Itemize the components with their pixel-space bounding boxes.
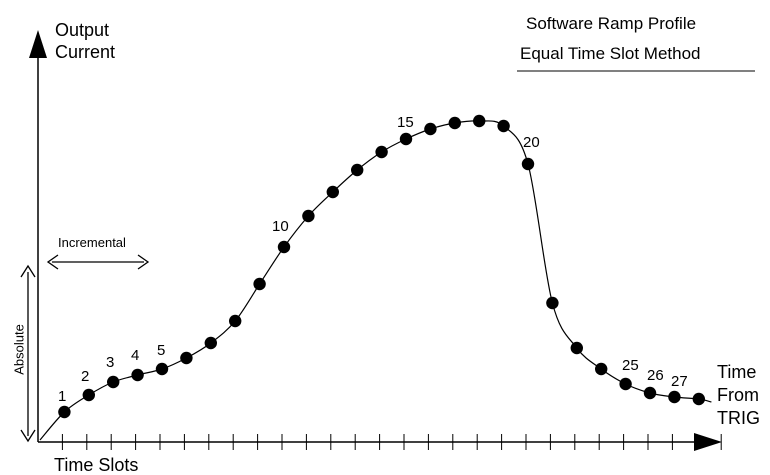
ramp-point-7 — [204, 336, 217, 350]
point-label-3: 3 — [106, 354, 115, 371]
ramp-point-1 — [58, 405, 71, 419]
point-label-27: 27 — [671, 373, 688, 390]
ramp-point-27 — [692, 392, 705, 406]
point-label-10: 10 — [272, 218, 289, 235]
point-label-1: 1 — [58, 388, 67, 405]
absolute-arrow — [20, 264, 36, 443]
ramp-point-17 — [448, 116, 461, 130]
ramp-point-15 — [399, 132, 413, 146]
ramp-point-26 — [668, 390, 681, 404]
ramp-point-8 — [229, 314, 242, 328]
ramp-point-20 — [521, 157, 535, 171]
ramp-point-10 — [277, 240, 291, 254]
ramp-point-14 — [375, 145, 388, 159]
x-axis-label: Time Slots — [54, 455, 139, 475]
ramp-point-12 — [326, 185, 339, 199]
x-end-label-line3: TRIG — [717, 408, 760, 428]
ramp-points — [58, 114, 705, 419]
ramp-point-16 — [424, 122, 437, 136]
point-label-4: 4 — [131, 347, 140, 364]
y-axis-label-line1: Output — [55, 20, 110, 40]
ramp-point-23 — [595, 362, 608, 376]
diagram-title-line2: Equal Time Slot Method — [520, 44, 701, 63]
time-slot-ticks — [61, 434, 722, 450]
ramp-point-24 — [619, 377, 632, 391]
point-label-5: 5 — [157, 342, 166, 359]
ramp-point-21 — [546, 296, 559, 310]
ramp-point-22 — [570, 341, 583, 355]
x-end-label-line2: From — [717, 385, 759, 405]
point-label-15: 15 — [397, 114, 414, 131]
ramp-point-18 — [473, 114, 486, 128]
ramp-point-11 — [302, 209, 315, 223]
x-end-label-line1: Time — [717, 362, 757, 382]
ramp-point-6 — [180, 351, 193, 365]
y-axis-arrowhead — [29, 30, 47, 58]
point-label-26: 26 — [647, 367, 664, 384]
incremental-label: Incremental — [58, 235, 126, 250]
absolute-label: Absolute — [11, 324, 27, 375]
diagram-title-line1: Software Ramp Profile — [526, 14, 697, 33]
ramp-point-25 — [643, 386, 657, 400]
ramp-point-13 — [351, 163, 364, 177]
ramp-point-3 — [107, 375, 120, 389]
point-label-20: 20 — [523, 134, 540, 151]
ramp-point-5 — [155, 362, 169, 376]
incremental-arrow — [46, 254, 150, 270]
ramp-point-19 — [497, 119, 510, 133]
y-axis-label-line2: Current — [55, 42, 116, 62]
ramp-point-9 — [253, 277, 266, 291]
ramp-curve — [39, 120, 712, 441]
ramp-point-4 — [131, 368, 144, 382]
ramp-point-2 — [82, 388, 96, 402]
point-label-25: 25 — [622, 357, 639, 374]
point-label-2: 2 — [81, 368, 90, 385]
x-axis-arrowhead — [694, 433, 722, 451]
